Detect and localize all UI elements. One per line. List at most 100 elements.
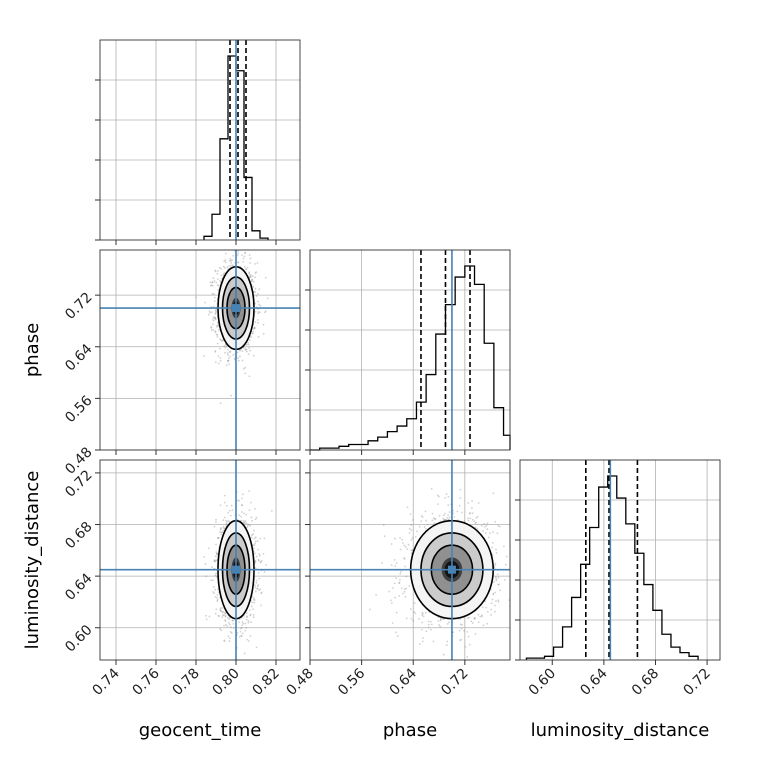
x-tick-label: 0.72 (438, 666, 471, 699)
sample-point (265, 563, 267, 566)
sample-point (491, 546, 494, 549)
sample-point (239, 355, 241, 358)
sample-point (254, 272, 257, 274)
sample-point (471, 518, 474, 521)
sample-point (214, 555, 217, 558)
sample-point (225, 523, 228, 526)
sample-point (259, 537, 262, 540)
sample-point (403, 544, 406, 547)
x-tick-label: 0.56 (335, 665, 368, 698)
sample-point (244, 372, 246, 375)
sample-point (442, 653, 445, 656)
density-layer (369, 487, 510, 663)
sample-point (223, 260, 226, 262)
sample-point (224, 619, 227, 621)
sample-point (213, 296, 216, 299)
sample-point (224, 261, 227, 264)
sample-point (256, 587, 259, 590)
sample-point (214, 612, 217, 615)
sample-point (254, 536, 257, 539)
sample-point (424, 510, 427, 513)
sample-point (242, 367, 245, 370)
sample-point (214, 317, 217, 320)
sample-point (244, 347, 247, 350)
sample-point (482, 624, 485, 627)
sample-point (230, 262, 233, 264)
sample-point (444, 512, 446, 515)
sample-point (411, 519, 414, 521)
sample-point (211, 284, 214, 287)
sample-point (247, 640, 250, 642)
sample-point (217, 536, 220, 539)
y-axis-label: phase (22, 323, 43, 377)
sample-point (259, 588, 262, 591)
sample-point (228, 640, 231, 642)
sample-point (214, 588, 217, 591)
sample-point (413, 602, 416, 605)
sample-point (430, 628, 432, 631)
sample-point (224, 611, 226, 614)
sample-point (224, 259, 227, 261)
sample-point (468, 616, 471, 619)
sample-point (493, 610, 496, 613)
sample-point (214, 574, 217, 577)
sample-point (257, 571, 260, 574)
sample-point (239, 627, 242, 630)
sample-point (254, 321, 257, 324)
sample-point (497, 524, 500, 527)
x-tick-label: 0.78 (169, 666, 202, 699)
sample-point (252, 547, 255, 550)
sample-point (229, 257, 232, 260)
sample-point (442, 517, 445, 520)
sample-point (244, 520, 247, 522)
sample-point (400, 587, 403, 590)
sample-point (216, 324, 219, 327)
sample-point (225, 522, 228, 525)
sample-point (458, 504, 461, 507)
sample-point (426, 523, 429, 526)
sample-point (215, 608, 218, 611)
sample-point (249, 613, 252, 616)
sample-point (456, 661, 458, 663)
sample-point (243, 252, 246, 255)
sample-point (247, 620, 250, 622)
sample-point (421, 614, 424, 617)
sample-point (390, 599, 392, 602)
sample-point (440, 618, 442, 620)
sample-point (431, 519, 434, 522)
sample-point (249, 501, 252, 504)
sample-point (255, 555, 258, 558)
sample-point (204, 301, 206, 304)
sample-point (253, 599, 256, 601)
sample-point (214, 310, 217, 312)
sample-point (220, 267, 222, 270)
sample-point (254, 586, 257, 589)
sample-point (215, 572, 217, 575)
sample-point (237, 252, 240, 255)
sample-point (244, 622, 247, 625)
sample-point (456, 510, 459, 513)
sample-point (405, 617, 408, 620)
panel-phase-luminosity_distance (305, 459, 511, 665)
y-tick-label: 0.72 (62, 290, 95, 323)
sample-point (493, 567, 496, 570)
sample-point (429, 620, 432, 623)
sample-point (220, 531, 223, 534)
sample-point (446, 623, 449, 625)
sample-point (219, 607, 222, 610)
sample-point (420, 514, 423, 517)
sample-point (467, 502, 470, 504)
sample-point (258, 553, 261, 555)
sample-point (212, 277, 215, 279)
sample-point (217, 284, 220, 287)
x-tick-label: 0.64 (387, 665, 420, 698)
sample-point (475, 516, 478, 519)
sample-point (418, 643, 421, 646)
sample-point (211, 281, 214, 284)
sample-point (217, 270, 219, 272)
sample-point (216, 594, 219, 596)
sample-point (430, 623, 433, 626)
sample-point (254, 590, 257, 593)
sample-point (458, 629, 461, 632)
sample-point (213, 280, 216, 282)
